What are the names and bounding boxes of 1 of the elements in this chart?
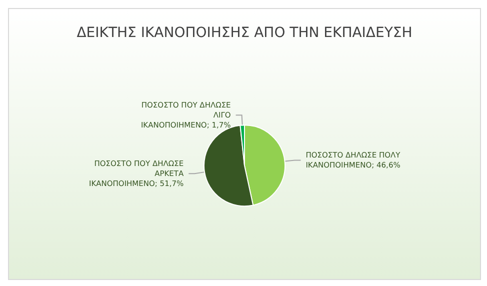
chart-title: ΔΕΙΚΤΗΣ ΙΚΑΝΟΠΟΙΗΣΗΣ ΑΠΟ ΤΗΝ ΕΚΠΑΙΔΕΥΣΗ — [76, 25, 412, 41]
